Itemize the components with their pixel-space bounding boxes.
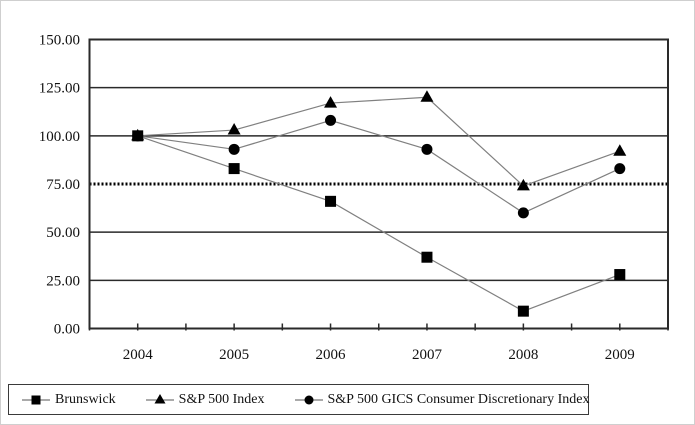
series-line <box>137 135 621 312</box>
x-axis-label: 2007 <box>412 347 443 363</box>
data-point-square <box>421 251 433 263</box>
legend-label: Brunswick <box>55 391 116 407</box>
series-line <box>137 119 621 214</box>
data-point-circle <box>304 395 313 404</box>
x-axis-label: 2006 <box>316 347 347 363</box>
x-axis-label: 2009 <box>605 347 635 363</box>
y-axis-label: 0.00 <box>54 322 80 338</box>
legend-circle-icon <box>294 395 323 404</box>
legend-item: S&P 500 Index <box>145 391 265 408</box>
data-point-circle <box>228 143 240 155</box>
y-axis-label: 50.00 <box>46 225 80 241</box>
data-point-circle <box>325 114 337 126</box>
data-point-triangle <box>516 178 530 191</box>
legend: Brunswick S&P 500 Index S&P 500 GICS Consu… <box>8 384 589 415</box>
y-axis-label: 75.00 <box>46 177 80 193</box>
legend-triangle-icon <box>145 393 174 403</box>
data-point-triangle <box>613 144 627 156</box>
y-axis-label: 125.00 <box>39 81 80 97</box>
data-point-circle <box>517 207 529 219</box>
data-point-circle <box>132 130 144 142</box>
y-axis-label: 100.00 <box>39 129 80 145</box>
data-point-triangle <box>227 123 241 135</box>
x-axis-label: 2008 <box>508 347 538 363</box>
data-point-circle <box>421 143 433 155</box>
x-axis-label: 2005 <box>219 347 249 363</box>
legend-item: S&P 500 GICS Consumer Discretionary Inde… <box>294 391 590 408</box>
series-line <box>137 96 620 187</box>
data-point-square <box>325 195 337 207</box>
data-point-square <box>517 305 529 317</box>
legend-label: S&P 500 Index <box>178 391 265 407</box>
data-point-circle <box>614 163 626 175</box>
legend-square-icon <box>22 395 50 404</box>
data-point-square <box>228 163 240 175</box>
data-point-triangle <box>420 90 434 102</box>
legend-item: Brunswick <box>22 392 116 408</box>
y-axis-label: 25.00 <box>46 273 80 289</box>
data-point-triangle <box>154 393 166 403</box>
y-axis-label: 150.00 <box>39 33 80 49</box>
data-point-triangle <box>324 96 338 108</box>
x-axis-label: 2004 <box>123 347 154 363</box>
data-point-square <box>31 395 41 404</box>
legend-label: S&P 500 GICS Consumer Discretionary Inde… <box>327 391 590 407</box>
data-point-square <box>614 269 626 281</box>
